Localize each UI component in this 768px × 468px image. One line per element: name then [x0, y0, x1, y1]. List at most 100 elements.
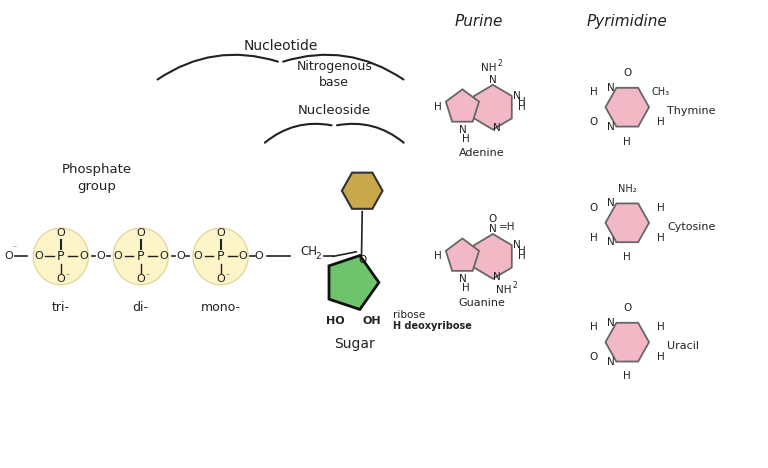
Text: N: N: [607, 357, 614, 366]
Text: O: O: [34, 251, 43, 261]
Text: O: O: [590, 203, 598, 213]
Text: tri-: tri-: [52, 300, 70, 314]
Text: H: H: [462, 133, 470, 144]
Text: O: O: [177, 251, 185, 261]
Text: OH: OH: [362, 316, 381, 326]
Text: N: N: [493, 123, 502, 133]
Text: O: O: [57, 275, 65, 285]
Polygon shape: [474, 85, 511, 130]
Polygon shape: [342, 173, 382, 209]
Text: O: O: [590, 352, 598, 362]
Text: O: O: [4, 251, 13, 261]
Text: H: H: [657, 233, 664, 243]
Text: H: H: [590, 88, 598, 97]
Text: H: H: [434, 251, 442, 261]
Text: Phosphate
group: Phosphate group: [62, 163, 132, 193]
Text: N: N: [489, 74, 497, 85]
Text: Guanine: Guanine: [458, 298, 505, 307]
Text: H deoxyribose: H deoxyribose: [393, 321, 472, 331]
Text: ⁻: ⁻: [12, 244, 16, 253]
Text: CH₃: CH₃: [651, 88, 670, 97]
Text: H: H: [657, 117, 664, 127]
Text: P: P: [137, 250, 144, 263]
Text: H: H: [657, 352, 664, 362]
Text: 2: 2: [498, 59, 502, 68]
Text: O: O: [217, 228, 225, 238]
Text: N: N: [458, 124, 466, 135]
Text: H: H: [624, 137, 631, 146]
Text: 2: 2: [512, 281, 517, 290]
Text: O: O: [79, 251, 88, 261]
Text: H: H: [590, 322, 598, 332]
Text: ⁻: ⁻: [225, 271, 229, 280]
Circle shape: [113, 228, 168, 285]
Text: ⁻: ⁻: [145, 271, 149, 280]
Polygon shape: [605, 204, 649, 242]
Text: Pyrimidine: Pyrimidine: [587, 14, 667, 29]
Text: O: O: [194, 251, 203, 261]
Text: CH: CH: [300, 245, 317, 258]
Text: di-: di-: [133, 300, 149, 314]
Text: O: O: [488, 214, 497, 224]
Circle shape: [193, 228, 248, 285]
Text: Cytosine: Cytosine: [667, 221, 716, 232]
Text: N: N: [458, 274, 466, 284]
Text: ⁻: ⁻: [65, 271, 69, 280]
Text: O: O: [137, 228, 145, 238]
Polygon shape: [474, 234, 511, 279]
Text: Nucleotide: Nucleotide: [243, 39, 318, 53]
Text: N: N: [489, 224, 497, 234]
Text: O: O: [97, 251, 105, 261]
Text: mono-: mono-: [200, 300, 240, 314]
Text: O: O: [57, 228, 65, 238]
Text: N: N: [607, 83, 614, 93]
Text: O: O: [590, 117, 598, 127]
Polygon shape: [446, 89, 479, 122]
Text: O: O: [623, 68, 631, 78]
Text: Thymine: Thymine: [667, 106, 716, 116]
Text: P: P: [57, 250, 65, 263]
Text: O: O: [358, 255, 366, 265]
Text: N: N: [513, 240, 521, 250]
Circle shape: [33, 228, 88, 285]
Text: Purine: Purine: [454, 14, 502, 29]
Text: H: H: [518, 246, 526, 256]
Text: Nitrogenous
base: Nitrogenous base: [296, 59, 372, 88]
Text: NH₂: NH₂: [618, 183, 637, 193]
Text: O: O: [114, 251, 123, 261]
Text: HO: HO: [326, 316, 345, 326]
Text: ribose: ribose: [393, 310, 425, 320]
Text: N: N: [607, 122, 614, 132]
Text: =H: =H: [499, 221, 515, 232]
Polygon shape: [329, 256, 379, 309]
Text: H: H: [657, 322, 664, 332]
Text: Nucleoside: Nucleoside: [298, 104, 371, 117]
Text: O: O: [623, 303, 631, 313]
Text: O: O: [239, 251, 247, 261]
Text: H: H: [518, 251, 526, 261]
Polygon shape: [446, 239, 479, 271]
Text: P: P: [217, 250, 224, 263]
Text: N: N: [607, 237, 614, 247]
Text: N: N: [513, 91, 521, 101]
Text: N: N: [607, 318, 614, 328]
Text: Adenine: Adenine: [459, 148, 505, 159]
Text: Sugar: Sugar: [335, 336, 376, 351]
Text: H: H: [518, 97, 526, 107]
Text: N: N: [607, 198, 614, 208]
Text: H: H: [590, 233, 598, 243]
Text: Uracil: Uracil: [667, 341, 699, 351]
Polygon shape: [605, 323, 649, 362]
Text: O: O: [254, 251, 263, 261]
Text: O: O: [217, 275, 225, 285]
Text: N: N: [493, 272, 502, 282]
Text: 2: 2: [316, 252, 322, 261]
Text: NH: NH: [496, 285, 511, 295]
Text: H: H: [657, 203, 664, 213]
Text: H: H: [434, 102, 442, 112]
Text: NH: NH: [481, 64, 496, 73]
Text: O: O: [137, 275, 145, 285]
Text: H: H: [518, 102, 526, 112]
Text: H: H: [624, 372, 631, 381]
Polygon shape: [605, 88, 649, 126]
